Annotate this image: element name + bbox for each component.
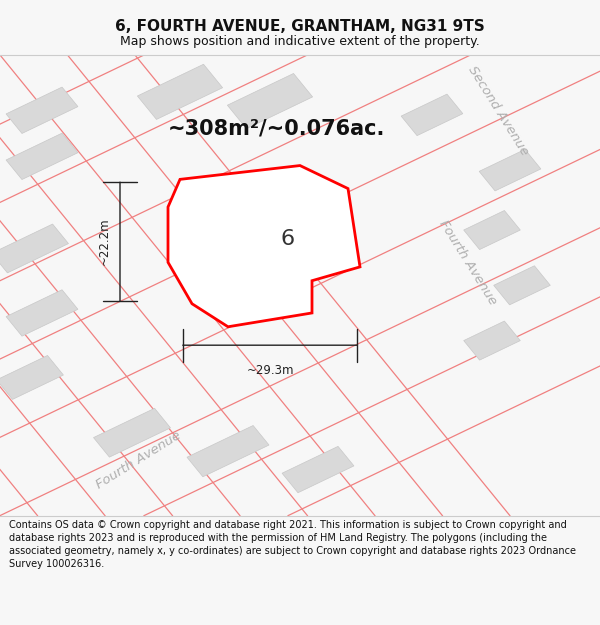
Text: Contains OS data © Crown copyright and database right 2021. This information is : Contains OS data © Crown copyright and d… xyxy=(9,519,576,569)
Polygon shape xyxy=(0,356,64,399)
Polygon shape xyxy=(494,266,550,305)
Polygon shape xyxy=(282,446,354,493)
Polygon shape xyxy=(137,64,223,119)
Text: ~308m²/~0.076ac.: ~308m²/~0.076ac. xyxy=(168,119,385,139)
Text: 6, FOURTH AVENUE, GRANTHAM, NG31 9TS: 6, FOURTH AVENUE, GRANTHAM, NG31 9TS xyxy=(115,19,485,34)
Polygon shape xyxy=(464,321,520,360)
Text: ~22.2m: ~22.2m xyxy=(98,217,111,266)
Polygon shape xyxy=(6,290,78,336)
Polygon shape xyxy=(227,74,313,129)
Polygon shape xyxy=(94,408,170,457)
Polygon shape xyxy=(187,426,269,477)
Polygon shape xyxy=(464,211,520,249)
Polygon shape xyxy=(401,94,463,136)
Text: ~29.3m: ~29.3m xyxy=(246,364,294,377)
Text: Fourth Avenue: Fourth Avenue xyxy=(93,429,183,492)
Polygon shape xyxy=(479,149,541,191)
Polygon shape xyxy=(6,133,78,179)
Polygon shape xyxy=(6,87,78,134)
Text: Fourth Avenue: Fourth Avenue xyxy=(437,217,499,307)
Polygon shape xyxy=(0,224,68,273)
Text: Second Avenue: Second Avenue xyxy=(465,63,531,158)
Text: Map shows position and indicative extent of the property.: Map shows position and indicative extent… xyxy=(120,36,480,48)
Polygon shape xyxy=(168,166,360,327)
Text: 6: 6 xyxy=(281,229,295,249)
